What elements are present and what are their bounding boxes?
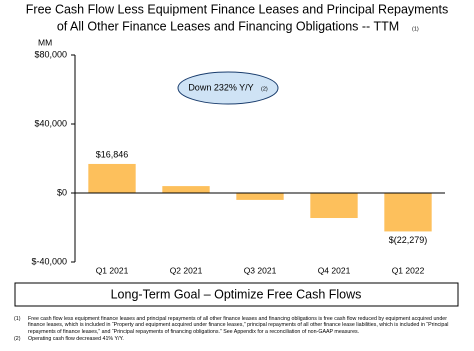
value-label: $16,846 [96,149,129,159]
title-note: (1) [412,26,419,32]
chart-title: Free Cash Flow Less Equipment Finance Le… [26,2,448,16]
bar [310,193,358,219]
footnote-marker: (2) [14,335,21,342]
value-label: $(22,279) [389,235,428,245]
y-tick-label: $-40,000 [31,256,67,266]
chart: Free Cash Flow Less Equipment Finance Le… [14,2,459,307]
y-tick-label: $40,000 [34,118,67,128]
banner-box [14,282,459,307]
annotation-bubble [177,71,279,105]
footnote-text: Free cash flow less equipment finance le… [28,316,449,335]
x-tick-label: Q1 2022 [392,265,425,275]
x-tick-label: Q3 2021 [244,265,277,275]
y-tick-label: $0 [57,187,67,197]
x-tick-label: Q1 2021 [96,265,129,275]
bar [384,193,432,232]
annotation-note: (2) [261,86,268,92]
y-tick-label: $80,000 [34,49,67,59]
banner: Long-Term Goal – Optimize Free Cash Flow… [111,287,362,301]
annotation: Down 232% Y/Y [188,82,253,92]
chart-title: of All Other Finance Leases and Financin… [57,19,399,33]
x-tick-label: Q4 2021 [318,265,351,275]
footnotes: (1) Free cash flow less equipment finance… [14,316,464,343]
bar [236,193,284,200]
footnote-text: Operating cash flow decreased 41% Y/Y. [28,335,124,342]
footnote-marker: (1) [14,316,21,322]
bar [162,186,210,193]
bar [88,163,136,193]
x-tick-label: Q2 2021 [170,265,203,275]
y-axis-label: MM [38,37,52,47]
footnote: (2) Operating cash flow decreased 41% Y/Y… [14,336,464,342]
footnote: (1) Free cash flow less equipment finance… [14,316,464,335]
